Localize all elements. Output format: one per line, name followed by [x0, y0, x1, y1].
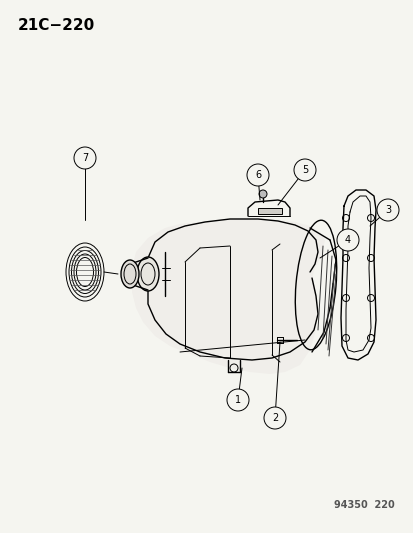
Circle shape — [226, 389, 248, 411]
Ellipse shape — [137, 257, 159, 291]
Circle shape — [336, 229, 358, 251]
Circle shape — [259, 190, 266, 198]
Text: 1: 1 — [234, 395, 240, 405]
Text: 5: 5 — [301, 165, 307, 175]
Polygon shape — [257, 208, 281, 214]
Circle shape — [293, 159, 315, 181]
Circle shape — [74, 147, 96, 169]
Circle shape — [376, 199, 398, 221]
Polygon shape — [132, 218, 324, 374]
Ellipse shape — [121, 260, 139, 288]
Circle shape — [263, 407, 285, 429]
Text: 2: 2 — [271, 413, 278, 423]
Circle shape — [247, 164, 268, 186]
Text: 94350  220: 94350 220 — [333, 500, 394, 510]
Text: 7: 7 — [82, 153, 88, 163]
Text: 3: 3 — [384, 205, 390, 215]
Text: 21C−220: 21C−220 — [18, 18, 95, 33]
Text: 6: 6 — [254, 170, 261, 180]
Text: 4: 4 — [344, 235, 350, 245]
